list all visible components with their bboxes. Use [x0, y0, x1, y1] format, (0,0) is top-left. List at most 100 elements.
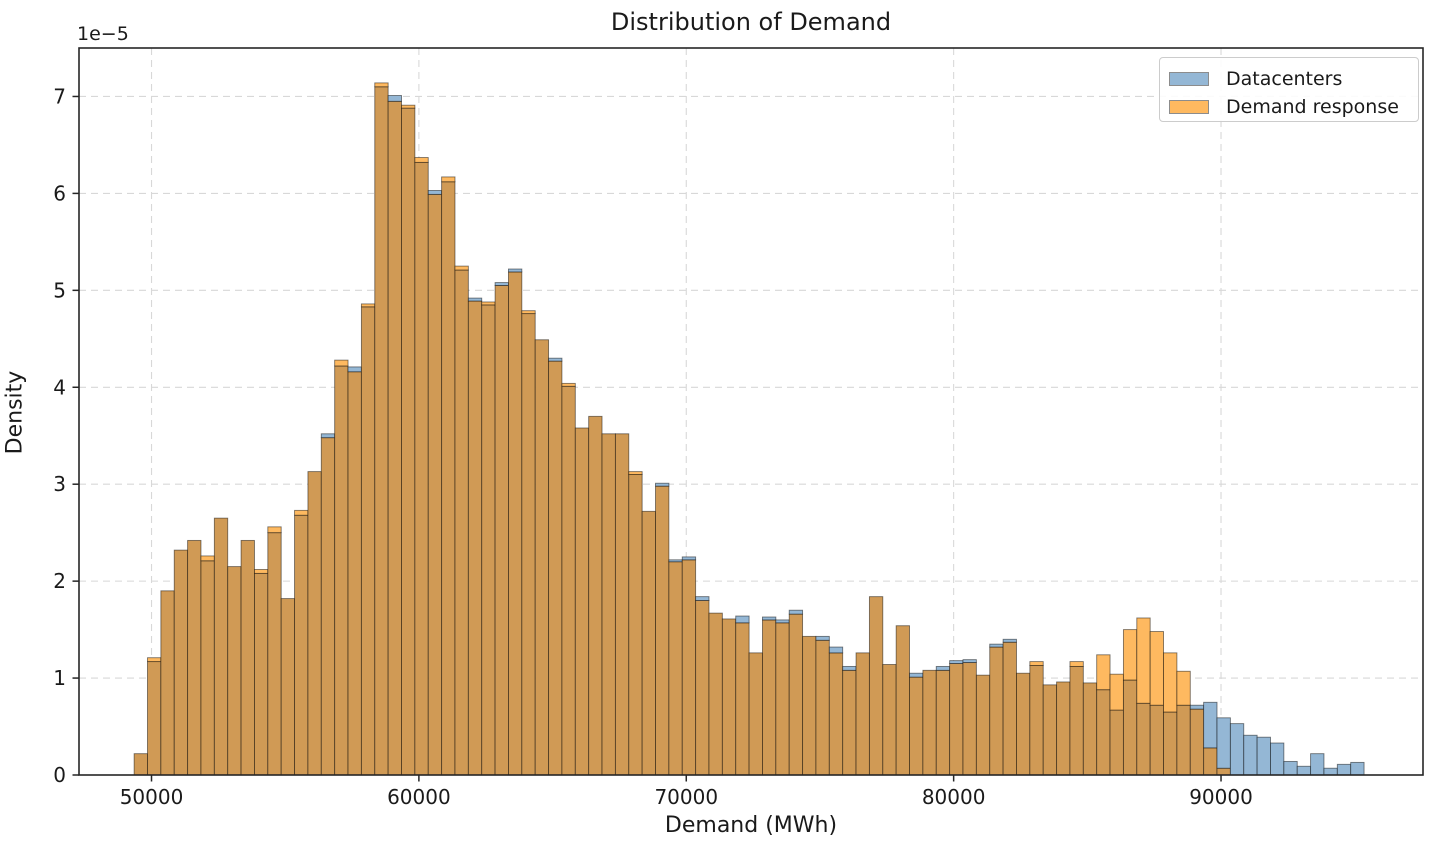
histogram-bar-demand-response	[1029, 661, 1044, 666]
histogram-bar-overlap	[548, 360, 563, 776]
y-tick-label: 2	[53, 569, 66, 593]
histogram-bar-datacenters	[949, 660, 964, 664]
histogram-bar-datacenters	[347, 366, 362, 373]
histogram-bar-demand-response	[401, 104, 416, 109]
histogram-bar-demand-response	[267, 526, 282, 534]
x-tick-label: 90000	[1189, 785, 1253, 809]
histogram-bar-overlap	[1216, 767, 1231, 776]
histogram-bar-overlap	[334, 365, 349, 776]
histogram-bar-demand-response	[1149, 631, 1164, 706]
histogram-bar-demand-response	[360, 303, 376, 308]
histogram-bar-overlap	[454, 269, 469, 776]
histogram-bar-datacenters	[1256, 736, 1271, 776]
histogram-bar-overlap	[347, 371, 362, 776]
histogram-bar-overlap	[508, 271, 523, 776]
histogram-bar-overlap	[441, 181, 456, 776]
histogram-bar-overlap	[1029, 665, 1044, 776]
histogram-bar-overlap	[401, 107, 416, 776]
histogram-bar-demand-response	[1136, 617, 1151, 704]
histogram-bar-datacenters	[989, 643, 1004, 648]
histogram-bar-datacenters	[320, 433, 336, 439]
legend: Datacenters Demand response	[1159, 57, 1419, 122]
x-tick-label: 70000	[654, 785, 718, 809]
histogram-bar-overlap	[213, 517, 229, 776]
histogram-bar-overlap	[561, 385, 576, 776]
histogram-bar-demand-response	[521, 310, 536, 315]
y-tick-label: 4	[53, 375, 66, 399]
x-axis-label: Demand (MWh)	[664, 813, 838, 838]
histogram-bar-overlap	[1163, 711, 1178, 776]
histogram-bar-overlap	[882, 664, 897, 776]
y-tick-label: 3	[53, 472, 66, 496]
histogram-bar-overlap	[721, 618, 737, 776]
histogram-bar-demand-response	[200, 555, 215, 562]
histogram-bar-overlap	[762, 619, 777, 776]
histogram-bar-demand-response	[1163, 652, 1178, 713]
histogram-bar-overlap	[481, 304, 496, 776]
histogram-bar-overlap	[922, 669, 937, 776]
histogram-bar-overlap	[855, 652, 870, 776]
histogram-bar-overlap	[227, 566, 242, 776]
histogram-bar-overlap	[828, 652, 844, 776]
histogram-bar-overlap	[267, 532, 282, 776]
histogram-bar-overlap	[1002, 641, 1017, 776]
legend-item-datacenters: Datacenters	[1169, 67, 1418, 91]
histogram-bar-demand-response	[294, 509, 309, 516]
histogram-bar-overlap	[614, 433, 630, 776]
y-tick-label: 1	[53, 666, 66, 690]
histogram-bar-overlap	[147, 661, 162, 776]
histogram-bar-datacenters	[1283, 760, 1298, 776]
histogram-bar-datacenters	[1243, 734, 1258, 776]
histogram-bar-datacenters	[681, 556, 697, 561]
histogram-bar-overlap	[534, 339, 550, 776]
histogram-bar-overlap	[975, 674, 991, 776]
histogram-bar-overlap	[641, 510, 656, 776]
histogram-bar-overlap	[935, 669, 951, 776]
histogram-bar-datacenters	[427, 190, 443, 195]
histogram-bar-overlap	[788, 613, 804, 776]
histogram-bar-demand-response	[374, 82, 389, 88]
histogram-bar-overlap	[254, 572, 269, 776]
datacenters-swatch-icon	[1169, 72, 1209, 86]
y-tick-label: 0	[53, 763, 66, 787]
histogram-bar-overlap	[467, 300, 483, 776]
histogram-bar-overlap	[842, 669, 857, 776]
histogram-bar-overlap	[374, 86, 389, 776]
histogram-bar-overlap	[655, 485, 670, 776]
legend-label-demand-response: Demand response	[1226, 96, 1399, 118]
histogram-bar-datacenters	[1350, 761, 1365, 776]
histogram-bar-datacenters	[1216, 717, 1231, 769]
histogram-bar-datacenters	[909, 672, 924, 678]
y-axis-offset-label: 1e−5	[77, 23, 129, 45]
histogram-bar-datacenters	[1296, 765, 1312, 776]
histogram-bar-overlap	[949, 663, 964, 776]
histogram-bar-overlap	[802, 635, 817, 776]
axes-spines	[78, 47, 1424, 776]
histogram-bar-overlap	[668, 561, 683, 776]
histogram-bar-demand-response	[561, 382, 576, 387]
histogram-bar-datacenters	[1203, 701, 1218, 749]
histogram-bar-demand-response	[1176, 670, 1191, 706]
histogram-bar-datacenters	[815, 635, 830, 641]
histogram-bar-overlap	[708, 612, 723, 776]
y-tick-label: 7	[53, 84, 66, 108]
histogram-bar-datacenters	[1310, 753, 1325, 776]
histogram-bar-demand-response	[1096, 654, 1111, 691]
histogram-bar-demand-response	[441, 176, 456, 183]
histogram-bar-overlap	[387, 100, 402, 776]
histogram-bar-datacenters	[788, 609, 804, 615]
histogram-bar-overlap	[1122, 679, 1138, 776]
histogram-bar-overlap	[1016, 672, 1031, 776]
histogram-bar-overlap	[628, 474, 643, 776]
histogram-bar-datacenters	[1002, 638, 1017, 643]
histogram-bar-demand-response	[254, 569, 269, 574]
histogram-bar-demand-response	[481, 301, 496, 306]
y-tick-label: 6	[53, 181, 66, 205]
histogram-bar-datacenters	[1229, 723, 1245, 776]
histogram-bar-demand-response	[334, 359, 349, 367]
histogram-bar-overlap	[200, 560, 215, 776]
legend-label-datacenters: Datacenters	[1226, 68, 1343, 90]
demand-response-swatch-icon	[1169, 100, 1209, 114]
histogram-bar-datacenters	[508, 268, 523, 273]
